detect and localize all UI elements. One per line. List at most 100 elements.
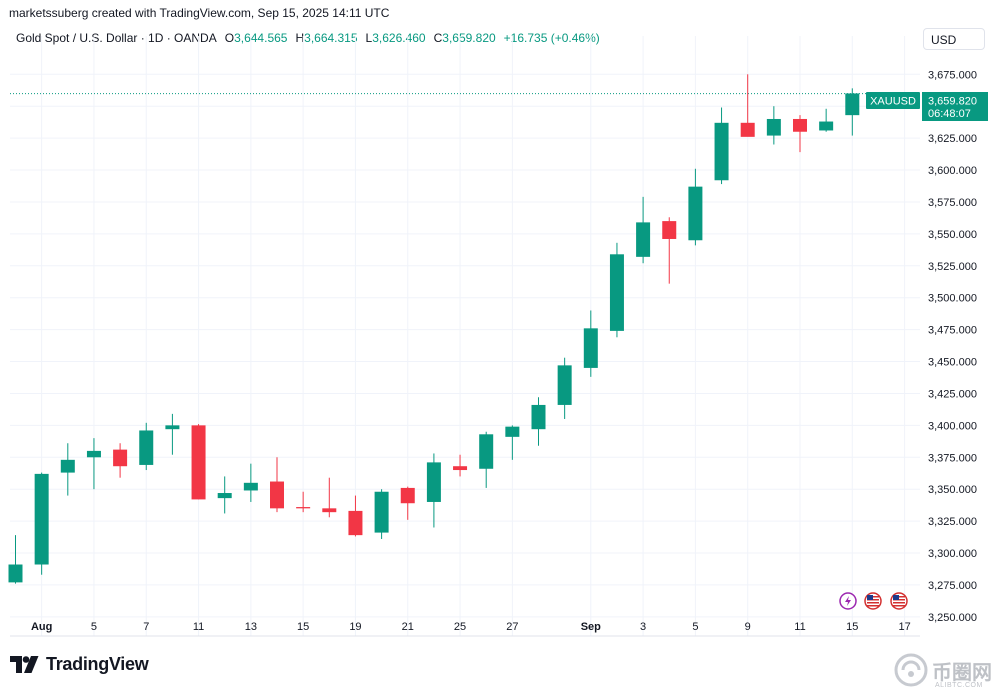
candle-body	[139, 430, 154, 465]
lightning-icon[interactable]	[839, 592, 857, 610]
y-tick-label: 3,450.000	[928, 357, 977, 369]
x-tick-label: 9	[745, 621, 751, 633]
y-tick-label: 3,575.000	[928, 197, 977, 209]
site-watermark: 币圈网 ALIBTC.COM	[893, 652, 992, 689]
candle-body	[191, 425, 206, 500]
candle-body	[819, 121, 834, 131]
chart-attribution: marketssuberg created with TradingView.c…	[9, 6, 390, 20]
candle-body	[609, 254, 624, 331]
candle[interactable]	[296, 491, 311, 513]
candle-body	[243, 482, 258, 491]
candle[interactable]	[819, 108, 834, 132]
candle-body	[217, 493, 232, 499]
x-tick-label: 13	[245, 621, 257, 633]
x-tick-label: 17	[898, 621, 910, 633]
candle[interactable]	[374, 489, 389, 539]
candle-body	[583, 328, 598, 368]
tradingview-logo[interactable]: TradingView	[10, 654, 149, 675]
candle[interactable]	[139, 422, 154, 471]
candle-body	[714, 122, 729, 181]
change-value: +16.735 (+0.46%)	[503, 31, 600, 45]
y-tick-label: 3,300.000	[928, 548, 977, 560]
candle-body	[296, 507, 311, 509]
candle[interactable]	[426, 453, 441, 528]
currency-button[interactable]: USD	[923, 28, 985, 50]
candle[interactable]	[191, 424, 206, 500]
candle[interactable]	[845, 88, 860, 136]
candle[interactable]	[557, 357, 572, 419]
candle[interactable]	[165, 413, 180, 455]
candle-body	[86, 450, 101, 458]
us-flag-icon[interactable]	[864, 592, 882, 610]
y-tick-label: 3,500.000	[928, 293, 977, 305]
candle-body	[348, 510, 363, 536]
watermark-url: ALIBTC.COM	[935, 682, 983, 689]
y-tick-label: 3,675.000	[928, 69, 977, 81]
y-tick-label: 3,400.000	[928, 420, 977, 432]
candle[interactable]	[453, 454, 468, 477]
x-tick-label: 21	[402, 621, 414, 633]
high-value: 3,664.315	[304, 31, 358, 45]
x-tick-label: Aug	[31, 621, 52, 633]
candle[interactable]	[636, 196, 651, 264]
x-tick-label: 5	[692, 621, 698, 633]
candle[interactable]	[400, 486, 415, 520]
last-price-label: 3,659.820	[928, 96, 977, 108]
y-tick-label: 3,475.000	[928, 325, 977, 337]
us-flag-icon[interactable]	[890, 592, 908, 610]
y-tick-label: 3,250.000	[928, 612, 977, 624]
candle[interactable]	[583, 310, 598, 377]
candle[interactable]	[34, 472, 49, 575]
candle[interactable]	[270, 457, 284, 513]
close-value: 3,659.820	[442, 31, 496, 45]
low-label: L	[365, 31, 373, 45]
symbol-title[interactable]: Gold Spot / U.S. Dollar · 1D · OANDA	[16, 31, 217, 45]
candle[interactable]	[740, 74, 755, 137]
candle[interactable]	[60, 443, 75, 496]
candle-body	[165, 425, 180, 430]
x-tick-label: 11	[193, 621, 204, 633]
candle[interactable]	[243, 463, 258, 502]
candle[interactable]	[322, 477, 337, 518]
candle-body	[400, 487, 415, 504]
x-tick-label: 19	[349, 621, 361, 633]
x-tick-label: 3	[640, 621, 646, 633]
candle[interactable]	[688, 168, 703, 246]
candle[interactable]	[609, 242, 624, 338]
candle[interactable]	[348, 495, 363, 537]
candle[interactable]	[505, 425, 520, 460]
candle[interactable]	[766, 106, 781, 145]
candle[interactable]	[8, 535, 23, 584]
candle[interactable]	[714, 107, 729, 185]
candle-body	[793, 118, 807, 132]
candle[interactable]	[793, 115, 807, 153]
candle[interactable]	[531, 397, 546, 446]
price-tag-bg	[922, 92, 988, 121]
watermark-logo-icon	[894, 653, 928, 687]
y-tick-label: 3,550.000	[928, 229, 977, 241]
x-tick-label: 15	[846, 621, 858, 633]
candle-body	[740, 122, 755, 137]
open-value: 3,644.565	[234, 31, 288, 45]
candle-body	[60, 459, 75, 473]
y-tick-label: 3,375.000	[928, 452, 977, 464]
x-tick-label: 7	[143, 621, 149, 633]
candle[interactable]	[662, 217, 677, 284]
candle-body	[322, 508, 337, 513]
candle-body	[662, 221, 677, 239]
tradingview-wordmark: TradingView	[46, 654, 149, 674]
last-price-tag: XAUUSD 3,659.820 06:48:07	[866, 92, 988, 121]
candle-body	[426, 462, 441, 502]
candle[interactable]	[217, 476, 232, 514]
candle[interactable]	[479, 431, 494, 488]
x-tick-label: 27	[506, 621, 518, 633]
close-label: C	[433, 31, 443, 45]
candle[interactable]	[113, 443, 128, 478]
high-label: H	[295, 31, 305, 45]
x-tick-label: 5	[91, 621, 97, 633]
candle-body	[453, 466, 468, 471]
candle-body	[557, 365, 572, 405]
candle[interactable]	[86, 438, 101, 490]
candle-body	[8, 564, 23, 583]
